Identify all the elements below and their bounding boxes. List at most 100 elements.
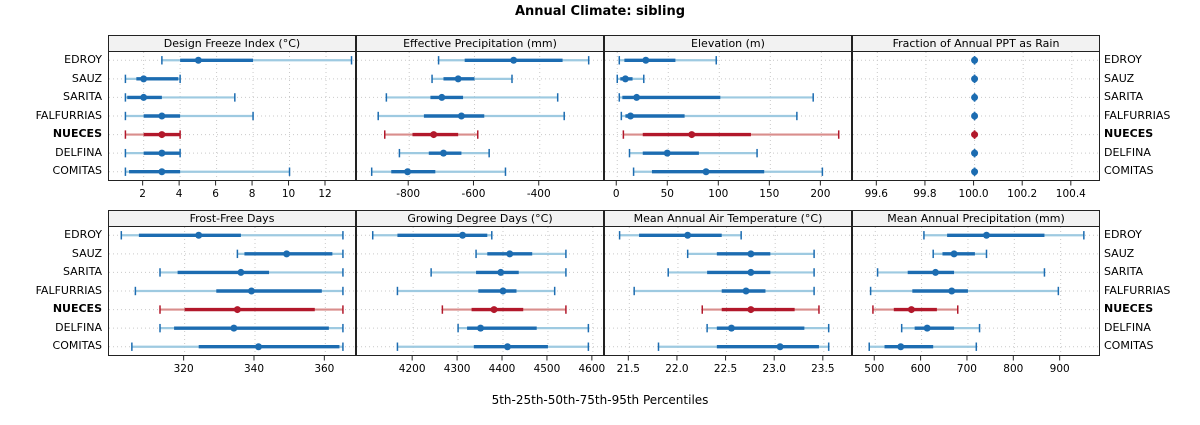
percentile-series-delfina bbox=[398, 148, 490, 158]
percentile-series-comitas bbox=[868, 342, 978, 351]
percentile-series-sarita bbox=[667, 268, 815, 277]
percentile-series-sarita bbox=[618, 93, 814, 102]
station-label-right-delfina: DELFINA bbox=[1104, 145, 1151, 159]
panel-header-elevation-m: Elevation (m) bbox=[604, 35, 852, 51]
tick-label: 4600 bbox=[579, 363, 606, 375]
station-label-right-edroy: EDROY bbox=[1104, 53, 1142, 66]
panel-fraction-of-annual-ppt-as-rain bbox=[852, 51, 1100, 181]
percentile-series-edroy bbox=[120, 231, 344, 240]
percentile-series-delfina bbox=[706, 323, 830, 333]
median-dot bbox=[684, 231, 692, 239]
x-axis-mean-annual-precipitation-mm: 500 600 700 800 900 bbox=[852, 356, 1100, 378]
tick-label: 150 bbox=[759, 188, 779, 200]
median-dot bbox=[907, 306, 915, 314]
percentile-series-falfurrias bbox=[869, 286, 1060, 296]
station-label-right-sarita: SARITA bbox=[1104, 265, 1143, 279]
station-label-left-sarita: SARITA bbox=[63, 90, 102, 104]
tick-label: 23.0 bbox=[763, 363, 786, 375]
median-dot bbox=[663, 149, 671, 157]
median-dot bbox=[971, 168, 979, 176]
panel-header-mean-annual-air-temperature-c: Mean Annual Air Temperature (°C) bbox=[604, 210, 852, 226]
median-dot bbox=[971, 149, 979, 157]
tick-label: 12 bbox=[318, 188, 331, 200]
tick-label: 600 bbox=[911, 363, 931, 375]
station-label-right-comitas: COMITAS bbox=[1104, 164, 1154, 178]
median-dot bbox=[283, 250, 291, 258]
median-dot bbox=[255, 343, 263, 351]
percentile-series-sarita bbox=[124, 93, 236, 102]
panel-plot-area bbox=[605, 52, 851, 180]
x-axis-ticks: 21.5 22.0 22.5 23.0 23.5 bbox=[617, 356, 835, 375]
panel-header-mean-annual-precipitation-mm: Mean Annual Precipitation (mm) bbox=[852, 210, 1100, 226]
percentile-series-comitas bbox=[124, 167, 291, 176]
median-dot bbox=[233, 306, 241, 314]
median-dot bbox=[633, 93, 641, 101]
median-dot bbox=[971, 56, 979, 64]
x-axis-ticks: 500 600 700 800 900 bbox=[864, 356, 1070, 375]
percentile-series-falfurrias bbox=[396, 286, 556, 296]
median-dot bbox=[506, 250, 514, 258]
station-label-left-delfina: DELFINA bbox=[55, 320, 102, 334]
x-axis-mean-annual-air-temperature-c: 21.5 22.0 22.5 23.0 23.5 bbox=[604, 356, 852, 378]
percentile-series-delfina bbox=[124, 148, 181, 158]
percentile-series-edroy bbox=[618, 56, 717, 65]
tick-label: 100.0 bbox=[959, 188, 989, 200]
median-dot bbox=[971, 112, 979, 120]
percentile-series-sarita bbox=[430, 268, 567, 277]
median-dot bbox=[642, 56, 650, 64]
tick-label: 500 bbox=[864, 363, 884, 375]
x-axis-effective-precipitation-mm: -800 -600 -400 bbox=[356, 181, 604, 203]
figure-title: Annual Climate: sibling bbox=[514, 4, 686, 19]
median-dot bbox=[430, 131, 438, 139]
station-label-right-sauz: SAUZ bbox=[1104, 71, 1135, 85]
percentile-series-delfina bbox=[159, 323, 344, 333]
station-label-right-comitas: COMITAS bbox=[1104, 339, 1154, 353]
median-dot bbox=[499, 287, 507, 295]
percentile-series-nueces bbox=[971, 130, 979, 139]
tick-label: 340 bbox=[244, 363, 264, 375]
median-dot bbox=[230, 324, 238, 332]
panel-plot-area bbox=[109, 52, 355, 180]
median-dot bbox=[457, 112, 465, 120]
tick-label: 100.4 bbox=[1056, 188, 1086, 200]
axis-caption: 5th-25th-50th-75th-95th Percentiles bbox=[491, 393, 709, 407]
percentile-series-falfurrias bbox=[633, 286, 815, 296]
station-label-left-sauz: SAUZ bbox=[71, 71, 102, 85]
station-label-left-edroy: EDROY bbox=[64, 53, 102, 66]
median-dot bbox=[158, 131, 166, 139]
panel-header-effective-precipitation-mm: Effective Precipitation (mm) bbox=[356, 35, 604, 51]
percentile-series-comitas bbox=[657, 342, 830, 351]
percentile-series-comitas bbox=[971, 167, 979, 176]
tick-label: 0 bbox=[613, 188, 620, 200]
percentile-series-comitas bbox=[370, 167, 507, 176]
tick-label: 50 bbox=[661, 188, 674, 200]
panel-frost-free-days bbox=[108, 226, 356, 356]
median-dot bbox=[140, 75, 148, 83]
x-axis-growing-degree-days-c: 4200 4300 4400 4500 4600 bbox=[356, 356, 606, 378]
median-dot bbox=[504, 343, 512, 351]
median-dot bbox=[477, 324, 485, 332]
median-dot bbox=[747, 306, 755, 314]
median-dot bbox=[932, 268, 940, 276]
panel-plot-area bbox=[357, 52, 603, 180]
x-axis-ticks: 2 4 6 8 10 12 bbox=[139, 181, 332, 200]
median-dot bbox=[727, 324, 735, 332]
tick-label: 6 bbox=[212, 188, 219, 200]
station-label-left-edroy: EDROY bbox=[64, 228, 102, 241]
median-dot bbox=[158, 149, 166, 157]
panel-effective-precipitation-mm bbox=[356, 51, 604, 181]
percentile-series-sauz bbox=[475, 249, 567, 259]
median-dot bbox=[194, 56, 202, 64]
tick-label: 320 bbox=[174, 363, 194, 375]
percentile-series-delfina bbox=[628, 148, 758, 158]
median-dot bbox=[459, 231, 467, 239]
station-label-left-sarita: SARITA bbox=[63, 265, 102, 279]
tick-label: 4 bbox=[176, 188, 183, 200]
median-dot bbox=[742, 287, 750, 295]
percentile-series-edroy bbox=[971, 56, 979, 65]
station-label-right-sarita: SARITA bbox=[1104, 90, 1143, 104]
median-dot bbox=[747, 268, 755, 276]
percentile-series-sarita bbox=[971, 93, 979, 102]
percentile-series-nueces bbox=[124, 130, 181, 139]
